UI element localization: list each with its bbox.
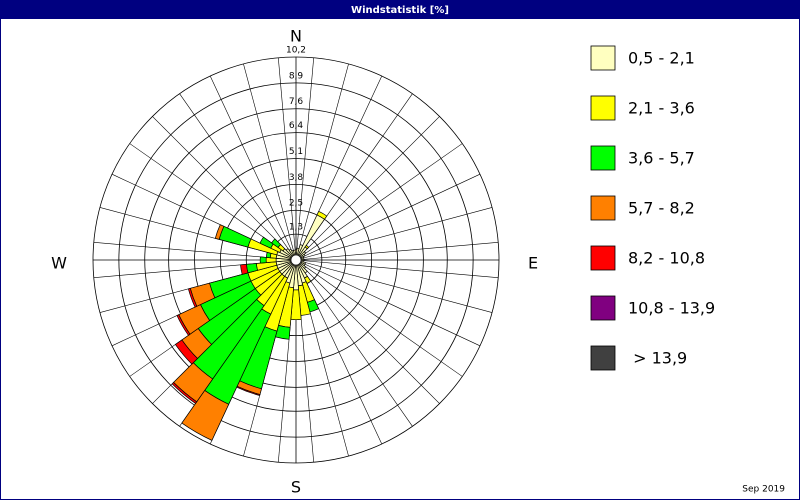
wind-segment [259, 236, 274, 249]
spoke [295, 259, 463, 377]
spoke [243, 63, 297, 261]
wind-segment [240, 263, 249, 275]
wind-segment [174, 339, 198, 365]
y-tick-label: 10,2 [286, 46, 306, 56]
annotation: Sep 2019 [742, 485, 785, 495]
spoke [295, 259, 499, 278]
spoke [295, 259, 493, 313]
spoke [152, 116, 297, 261]
wind-segment [181, 389, 230, 441]
spoke [209, 75, 297, 261]
y-tick-label: 3,8 [289, 173, 304, 183]
spoke [295, 116, 440, 261]
y-tick-label: 1,3 [289, 223, 303, 233]
chart-title: Windstatistik [%] [351, 5, 449, 16]
wind-segment [187, 287, 198, 308]
title-bar [0, 0, 800, 19]
legend-label: 10,8 - 13,9 [628, 299, 715, 318]
direction-label: W [51, 254, 67, 273]
wind-segment [304, 244, 310, 250]
y-tick-label: 2,5 [289, 199, 303, 209]
legend-swatch [590, 145, 616, 171]
spoke [295, 259, 481, 347]
spoke [295, 57, 314, 261]
spoke [295, 207, 493, 261]
wind-segment [316, 210, 328, 220]
legend-swatch [590, 95, 616, 121]
spoke [295, 259, 440, 404]
spoke [295, 63, 349, 261]
legend-label: 2,1 - 3,6 [628, 99, 695, 118]
y-tick-label: 8,9 [289, 71, 304, 81]
y-tick-label: 6,4 [289, 121, 304, 131]
legend-swatch [590, 245, 616, 271]
direction-label: E [528, 254, 538, 273]
legend-label: 8,2 - 10,8 [628, 249, 705, 268]
legend-label: > 13,9 [628, 349, 687, 368]
direction-label: S [291, 478, 301, 497]
spoke [179, 93, 297, 261]
wind-segment [214, 224, 225, 240]
legend-swatch [590, 295, 616, 321]
wind-segment [176, 314, 191, 336]
direction-label: N [290, 27, 302, 46]
legend-label: 5,7 - 8,2 [628, 199, 695, 218]
legend-swatch [590, 45, 616, 71]
legend-label: 3,6 - 5,7 [628, 149, 695, 168]
y-tick-label: 7,6 [289, 97, 304, 107]
wind-segment [171, 381, 198, 404]
y-tick-label: 5,1 [289, 147, 303, 157]
wind-segment [259, 256, 267, 264]
legend-swatch [590, 195, 616, 221]
spoke [295, 173, 481, 261]
spoke [278, 57, 297, 261]
calm-circle [290, 254, 302, 266]
legend-label: 0,5 - 2,1 [628, 49, 695, 68]
spoke [295, 259, 413, 427]
spoke [295, 242, 499, 261]
spoke [295, 143, 463, 261]
legend-swatch [590, 345, 616, 371]
wind-segment [271, 238, 282, 248]
